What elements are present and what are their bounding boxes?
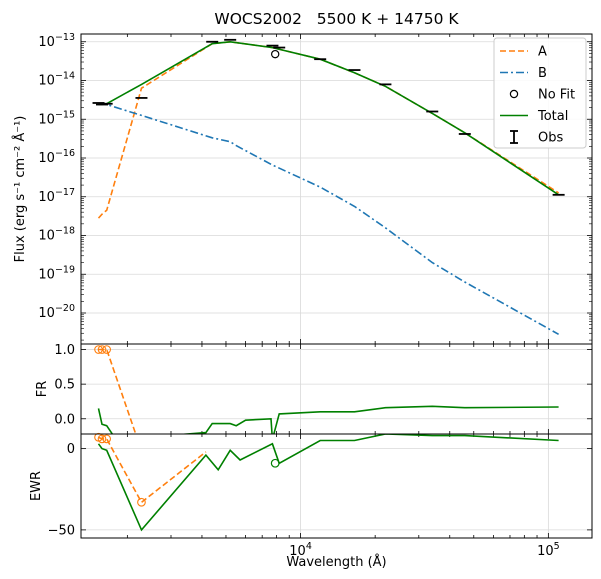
fr-series-total — [97, 405, 559, 434]
legend-marker — [509, 89, 519, 99]
ewr-no-fit-point — [270, 458, 280, 468]
y-tick-label: 0.5 — [54, 378, 75, 393]
legend-item-no-fit: No Fit — [509, 88, 575, 103]
legend-label: A — [538, 45, 547, 60]
legend-label: B — [538, 66, 547, 81]
y-tick-label: 1.0 — [54, 343, 75, 358]
chart-title: WOCS2002 5500 K + 14750 K — [214, 10, 459, 28]
legend-item-a: A — [500, 45, 547, 60]
y-tick-label: 10−17 — [38, 187, 75, 205]
series-layer — [92, 38, 565, 532]
fr-marker — [97, 345, 107, 354]
ewr-axis-title: EWR — [29, 471, 44, 501]
fr-series-a — [98, 348, 137, 434]
x-tick-label: 105 — [537, 541, 560, 559]
fr-axis-title: FR — [35, 381, 50, 398]
ewr-series-total — [97, 434, 559, 532]
fr-marker — [102, 345, 112, 354]
y-tick-label: 10−16 — [38, 148, 75, 166]
flux-series-b — [98, 102, 559, 335]
y-tick-label: 10−15 — [38, 109, 75, 127]
legend-item-obs: Obs — [510, 130, 563, 146]
y-tick-label: 0 — [67, 442, 75, 457]
ewr-marker — [137, 497, 146, 507]
legend-label: No Fit — [538, 88, 575, 103]
legend-item-total: Total — [500, 109, 568, 124]
y-tick-label: 10−18 — [38, 226, 75, 244]
ewr-marker — [97, 434, 107, 444]
legend-label: Obs — [538, 131, 563, 146]
legend-item-b: B — [500, 66, 547, 81]
y-tick-label: 10−13 — [38, 32, 75, 50]
y-tick-label: 10−20 — [38, 303, 75, 321]
legend-frame — [493, 37, 587, 149]
x-axis-title: Wavelength (Å) — [286, 554, 386, 570]
x-tick-label: 104 — [289, 541, 312, 559]
flux-series-total — [98, 40, 560, 196]
tick-layer: 104 105 10−20 10−19 10−18 10−17 10−16 10−15 10−1… — [38, 32, 592, 559]
y-tick-label: 0.0 — [54, 412, 75, 427]
fr-panel-frame — [80, 343, 593, 435]
no-fit-point — [270, 49, 280, 59]
ewr-marker — [102, 434, 112, 444]
y-tick-label: 10−19 — [38, 264, 75, 282]
flux-axis-title: Flux (erg s⁻¹ cm⁻² Å⁻¹) — [12, 116, 28, 263]
legend: AB No Fit Total Obs — [493, 37, 587, 149]
legend-label: Total — [537, 109, 568, 124]
y-tick-label: −50 — [48, 523, 75, 538]
ewr-panel-frame — [80, 433, 593, 539]
y-tick-label: 10−14 — [38, 71, 75, 89]
ewr-series-a — [98, 436, 207, 504]
